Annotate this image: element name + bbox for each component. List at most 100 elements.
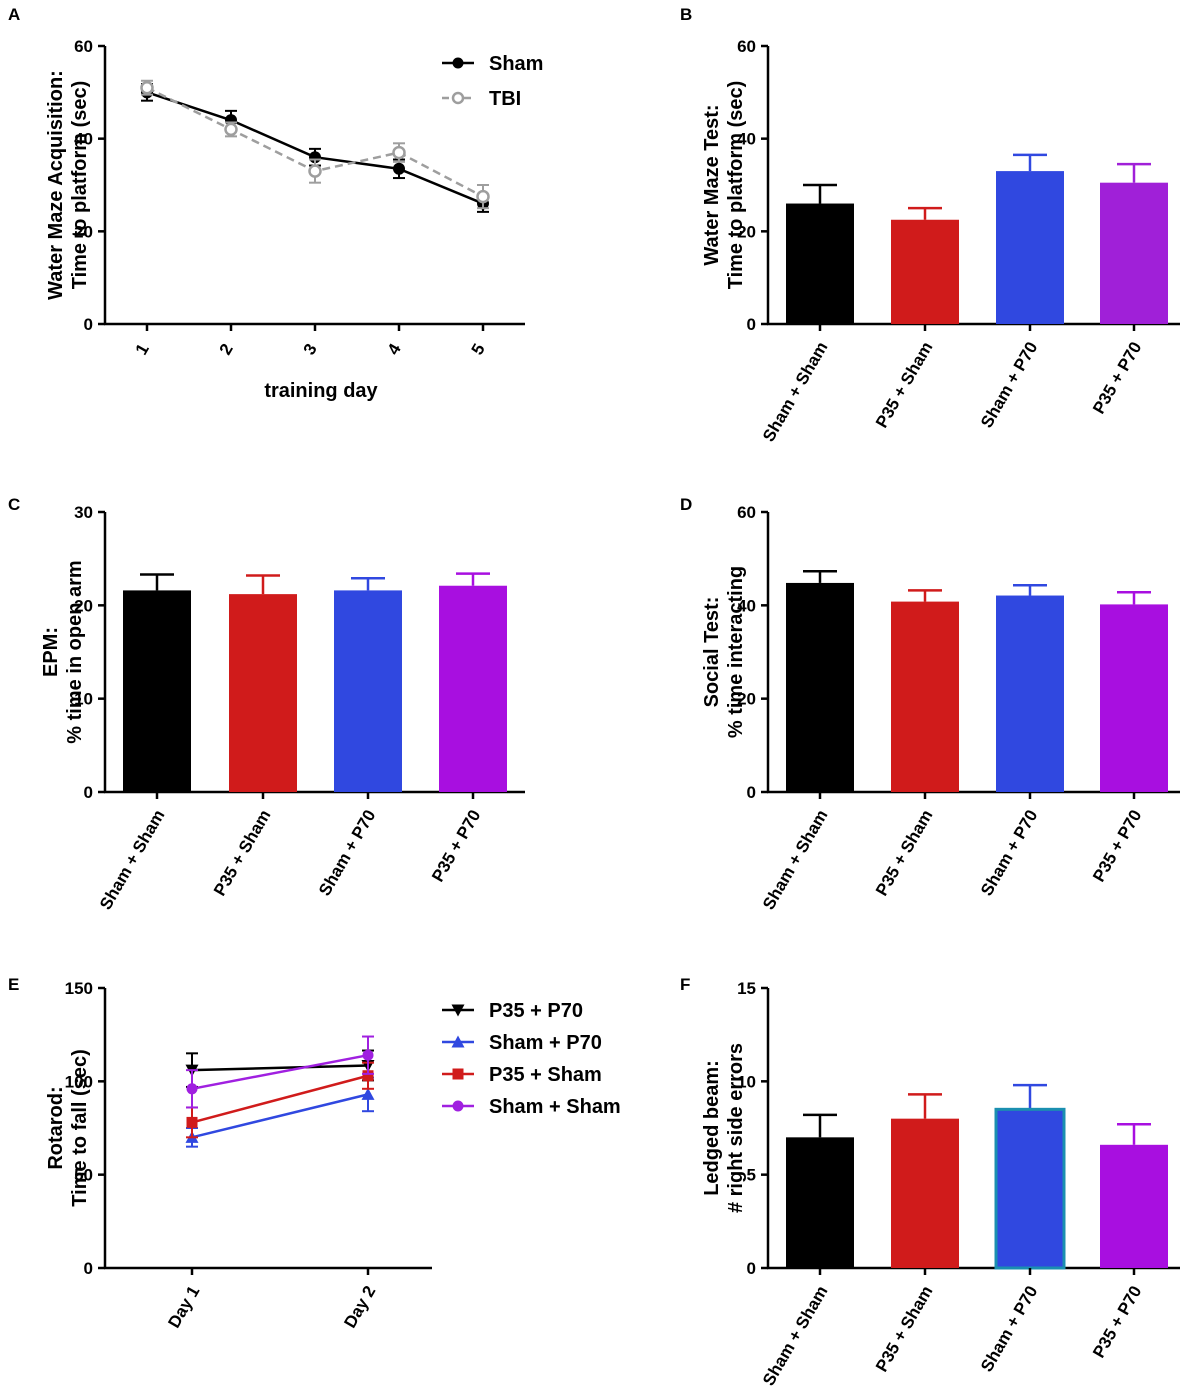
y-axis-label: Ledged beam: # right side errors bbox=[701, 1043, 747, 1213]
data-point bbox=[452, 57, 464, 69]
data-point bbox=[308, 164, 322, 178]
legend: P35 + P70 Sham + P70 P35 + Sham Sham + Sham bbox=[442, 1000, 621, 1118]
series-line bbox=[191, 1093, 369, 1139]
y-axis-label-line: Time to platform (sec) bbox=[69, 81, 91, 290]
y-tick-label: 60 bbox=[737, 503, 756, 522]
bar-sham-sham bbox=[786, 1137, 854, 1268]
series-line bbox=[191, 1064, 369, 1072]
bar-p35-p70 bbox=[1100, 182, 1168, 324]
y-tick-label: 0 bbox=[747, 315, 756, 334]
y-tick-label: 40 bbox=[737, 130, 756, 149]
x-tick-label: 1 bbox=[132, 340, 153, 358]
data-point bbox=[452, 1100, 464, 1112]
y-axis-label-line: Water Maze Acquisition: bbox=[45, 70, 67, 300]
data-point bbox=[224, 122, 238, 137]
panel-letter: C bbox=[8, 495, 20, 514]
y-axis-label-line: Social Test: bbox=[701, 597, 723, 708]
x-tick-label: Day 2 bbox=[340, 1283, 379, 1332]
series-sham bbox=[141, 82, 489, 213]
bar-sham-p70 bbox=[996, 595, 1064, 792]
y-tick-label: 20 bbox=[737, 690, 756, 709]
y-tick-label: 0 bbox=[747, 783, 756, 802]
panel-letter: D bbox=[680, 495, 692, 514]
x-axis-label: training day bbox=[264, 380, 378, 402]
x-tick-label: 3 bbox=[300, 340, 321, 358]
panel-letter: B bbox=[680, 5, 692, 24]
y-tick-label: 0 bbox=[84, 783, 93, 802]
bar-sham-sham bbox=[786, 203, 854, 324]
series-line bbox=[191, 1074, 369, 1124]
y-axis-label-line: Rotarod: bbox=[45, 1086, 67, 1169]
data-point bbox=[451, 1035, 465, 1048]
bar-p35-sham bbox=[891, 219, 959, 324]
data-point bbox=[362, 1070, 374, 1082]
y-axis-label-line: Ledged beam: bbox=[701, 1060, 723, 1196]
x-tick-label: 4 bbox=[384, 340, 405, 358]
x-tick-label: Sham + Sham bbox=[96, 807, 168, 913]
x-tick-label: P35 + P70 bbox=[1089, 339, 1145, 418]
y-tick-label: 0 bbox=[84, 1259, 93, 1278]
x-tick-label: Sham + P70 bbox=[977, 339, 1041, 432]
y-axis-label: EPM:% time in open arm bbox=[40, 560, 86, 743]
bar-p35-p70 bbox=[1100, 604, 1168, 792]
y-tick-label: 50 bbox=[74, 1166, 93, 1185]
y-tick-label: 20 bbox=[74, 222, 93, 241]
y-tick-label: 15 bbox=[737, 979, 756, 998]
legend-label: TBI bbox=[489, 88, 521, 110]
x-tick-label: P35 + P70 bbox=[1089, 807, 1145, 886]
series-sham-sham bbox=[186, 1035, 374, 1109]
y-tick-label: 60 bbox=[74, 37, 93, 56]
x-tick-label: P35 + Sham bbox=[872, 339, 936, 432]
bar-p35-p70 bbox=[1100, 1144, 1168, 1268]
data-point bbox=[362, 1049, 374, 1061]
y-axis-label: Water Maze Acquisition: Time to platform … bbox=[45, 70, 91, 300]
panel-a: A 0 20 40 60 Water Maze Acquisition: Time to p… bbox=[8, 5, 543, 402]
x-tick-label: Sham + P70 bbox=[315, 807, 379, 900]
bar-p35-sham bbox=[229, 594, 297, 792]
y-tick-label: 40 bbox=[737, 596, 756, 615]
y-axis-label: Water Maze Test: Time to platform (sec) bbox=[701, 81, 747, 290]
data-point bbox=[451, 91, 465, 105]
panel-c: C 0 10 20 30 EPM:% time in open arm Sham + Sha… bbox=[8, 495, 525, 913]
y-tick-label: 150 bbox=[65, 979, 93, 998]
data-point bbox=[140, 80, 154, 95]
data-point bbox=[476, 189, 490, 204]
y-tick-label: 30 bbox=[74, 503, 93, 522]
bar-sham-p70 bbox=[996, 171, 1064, 324]
data-point bbox=[186, 1083, 198, 1095]
y-tick-label: 0 bbox=[84, 315, 93, 334]
panel-letter: E bbox=[8, 975, 19, 994]
data-point bbox=[392, 145, 406, 160]
y-tick-label: 5 bbox=[747, 1166, 756, 1185]
y-tick-label: 10 bbox=[737, 1072, 756, 1091]
x-tick-label: 2 bbox=[216, 340, 237, 358]
y-axis-label-line: EPM: bbox=[40, 627, 62, 677]
y-axis-label-line: % time interacting bbox=[725, 566, 747, 738]
y-tick-label: 20 bbox=[737, 222, 756, 241]
series-line bbox=[191, 1053, 369, 1091]
x-tick-label: Sham + Sham bbox=[759, 1283, 831, 1389]
x-tick-label: 5 bbox=[468, 340, 489, 358]
y-axis-label: Social Test:% time interacting bbox=[701, 566, 747, 738]
x-tick-label: P35 + Sham bbox=[210, 807, 274, 900]
legend-label: Sham bbox=[489, 53, 543, 75]
x-tick-label: Day 1 bbox=[164, 1283, 203, 1332]
y-axis-label-line: Time to platform (sec) bbox=[725, 81, 747, 290]
y-tick-label: 40 bbox=[74, 130, 93, 149]
x-tick-label: Sham + Sham bbox=[759, 339, 831, 445]
x-tick-label: Sham + Sham bbox=[759, 807, 831, 913]
panel-b: B 0 20 40 60 Water Maze Test: Time to platform… bbox=[680, 5, 1180, 445]
y-tick-label: 100 bbox=[65, 1072, 93, 1091]
series-tbi bbox=[140, 79, 490, 210]
x-tick-label: P35 + Sham bbox=[872, 1283, 936, 1376]
data-point bbox=[361, 1087, 375, 1100]
legend-label: Sham + Sham bbox=[489, 1096, 621, 1118]
bar-sham-sham bbox=[123, 590, 191, 792]
y-axis-label-line: Water Maze Test: bbox=[701, 104, 723, 265]
panel-d: D 0 20 40 60 Social Test:% time interacting Sh… bbox=[680, 495, 1180, 913]
x-tick-label: Sham + P70 bbox=[977, 1283, 1041, 1376]
bar-sham-p70 bbox=[994, 1107, 1066, 1270]
x-tick-label: P35 + Sham bbox=[872, 807, 936, 900]
legend-label: Sham + P70 bbox=[489, 1032, 602, 1054]
